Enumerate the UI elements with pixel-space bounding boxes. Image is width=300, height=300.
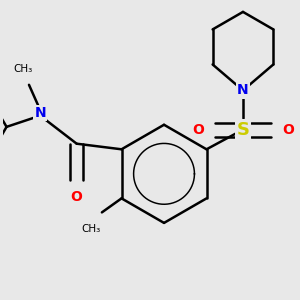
Text: CH₃: CH₃ — [14, 64, 33, 74]
Text: S: S — [236, 121, 250, 139]
Text: O: O — [282, 123, 294, 137]
Text: N: N — [237, 83, 249, 98]
Text: O: O — [71, 190, 82, 204]
Text: O: O — [192, 123, 204, 137]
Text: CH₃: CH₃ — [81, 224, 100, 234]
Text: N: N — [34, 106, 46, 120]
